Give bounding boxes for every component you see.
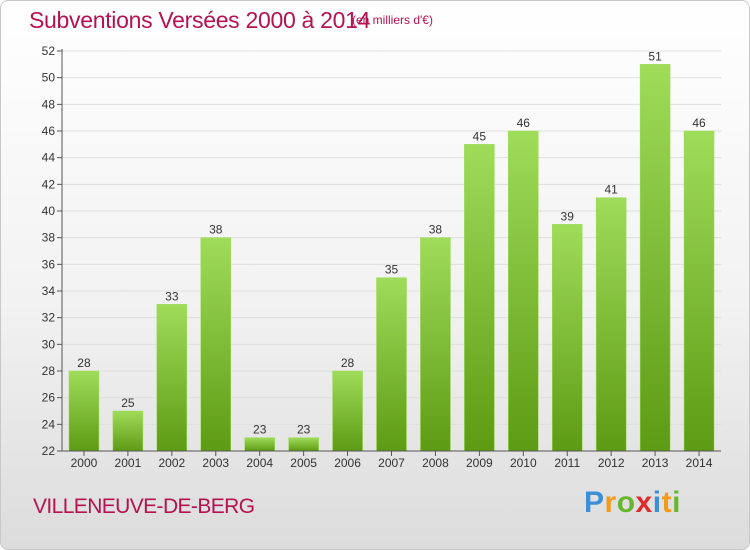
bar-value-label: 23 bbox=[297, 423, 311, 437]
bar bbox=[595, 197, 627, 452]
y-tick-label: 30 bbox=[42, 337, 56, 351]
x-tick-label: 2012 bbox=[598, 456, 625, 470]
proxiti-logo: Proxiti bbox=[584, 486, 681, 520]
commune-name: VILLENEUVE-DE-BERG bbox=[33, 495, 255, 518]
bar bbox=[551, 224, 583, 452]
bar-value-label: 41 bbox=[604, 183, 618, 197]
bar-value-label: 45 bbox=[473, 129, 487, 143]
x-tick-label: 2004 bbox=[246, 456, 273, 470]
bar-value-label: 23 bbox=[253, 423, 267, 437]
bar-value-label: 38 bbox=[209, 223, 223, 237]
labels: 22 24 26 28 30 32 34 36 38 40 42 44 46 48 50 52 28 2000 25… bbox=[42, 44, 713, 470]
y-tick-label: 32 bbox=[42, 311, 56, 325]
bar bbox=[68, 370, 100, 452]
logo-letter: i bbox=[672, 486, 681, 519]
y-tick-label: 44 bbox=[42, 151, 56, 165]
bar-value-label: 28 bbox=[341, 356, 355, 370]
x-tick-label: 2001 bbox=[115, 456, 142, 470]
bar bbox=[156, 304, 188, 452]
x-tick-label: 2014 bbox=[686, 456, 713, 470]
x-tick-label: 2006 bbox=[334, 456, 361, 470]
bar bbox=[683, 130, 715, 452]
chart-title: Subventions Versées 2000 à 2014 bbox=[29, 7, 371, 33]
bar bbox=[420, 237, 451, 452]
axes bbox=[57, 49, 721, 456]
bar bbox=[112, 410, 144, 452]
bars bbox=[68, 64, 715, 452]
bar-value-label: 46 bbox=[517, 116, 531, 130]
x-tick-label: 2013 bbox=[642, 456, 669, 470]
bar bbox=[288, 437, 319, 452]
y-tick-label: 42 bbox=[42, 177, 56, 191]
bar-value-label: 38 bbox=[429, 223, 443, 237]
x-tick-label: 2009 bbox=[466, 456, 493, 470]
x-tick-label: 2007 bbox=[378, 456, 405, 470]
y-tick-label: 46 bbox=[42, 124, 56, 138]
bar bbox=[332, 370, 363, 452]
x-tick-label: 2003 bbox=[202, 456, 229, 470]
y-tick-label: 50 bbox=[42, 71, 56, 85]
x-tick-label: 2005 bbox=[290, 456, 317, 470]
logo-letter: o bbox=[616, 486, 636, 519]
bar bbox=[244, 437, 275, 452]
logo-letter: r bbox=[604, 486, 617, 519]
y-tick-label: 22 bbox=[42, 444, 56, 458]
y-tick-label: 52 bbox=[42, 44, 56, 58]
logo-letter: i bbox=[652, 486, 662, 519]
y-tick-label: 28 bbox=[42, 364, 56, 378]
y-tick-label: 48 bbox=[42, 97, 56, 111]
bar bbox=[639, 64, 671, 452]
y-tick-label: 38 bbox=[42, 231, 56, 245]
bar bbox=[508, 130, 539, 452]
bar-value-label: 35 bbox=[385, 263, 399, 277]
y-tick-label: 40 bbox=[42, 204, 56, 218]
bar-value-label: 33 bbox=[165, 289, 179, 303]
bar-value-label: 51 bbox=[648, 49, 662, 63]
logo-letter: t bbox=[661, 486, 673, 519]
logo-letter: x bbox=[635, 486, 653, 519]
x-tick-label: 2002 bbox=[158, 456, 185, 470]
y-tick-label: 34 bbox=[42, 284, 56, 298]
bar-value-label: 39 bbox=[561, 209, 575, 223]
bar-value-label: 28 bbox=[77, 356, 91, 370]
bar-value-label: 25 bbox=[121, 396, 135, 410]
x-tick-label: 2010 bbox=[510, 456, 537, 470]
x-tick-label: 2011 bbox=[554, 456, 580, 470]
x-tick-label: 2008 bbox=[422, 456, 449, 470]
chart-unit: (en milliers d'€) bbox=[352, 13, 433, 27]
bar bbox=[200, 237, 232, 452]
logo-letter: P bbox=[584, 486, 605, 519]
y-tick-label: 24 bbox=[42, 417, 56, 431]
bar-value-label: 46 bbox=[692, 116, 706, 130]
y-tick-label: 26 bbox=[42, 391, 56, 405]
bar bbox=[376, 277, 407, 452]
y-tick-label: 36 bbox=[42, 257, 56, 271]
bar bbox=[464, 144, 495, 452]
x-tick-label: 2000 bbox=[71, 456, 98, 470]
